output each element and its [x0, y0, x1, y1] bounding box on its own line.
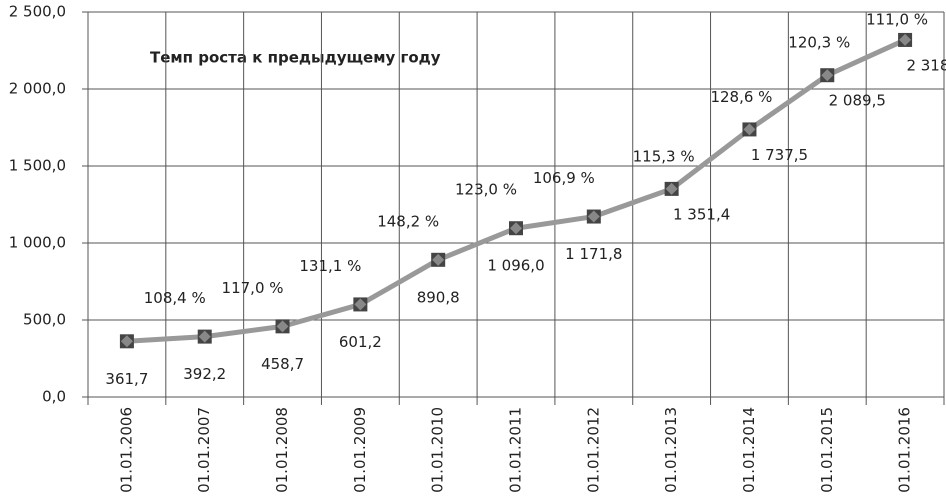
- value-label: 1 351,4: [673, 205, 730, 223]
- growth-label: 115,3 %: [633, 147, 695, 165]
- x-tick-label: 01.01.2007: [195, 407, 213, 493]
- x-tick-label: 01.01.2014: [740, 407, 758, 493]
- marker-diamond: [899, 33, 912, 46]
- marker-diamond: [743, 123, 756, 136]
- marker-diamond: [665, 182, 678, 195]
- marker-diamond: [587, 210, 600, 223]
- marker: [664, 181, 679, 196]
- growth-label: 128,6 %: [710, 88, 772, 106]
- value-label: 1 737,5: [751, 146, 808, 164]
- growth-label: 117,0 %: [222, 279, 284, 297]
- marker: [119, 334, 134, 349]
- growth-label: 123,0 %: [455, 181, 517, 199]
- marker: [509, 221, 523, 236]
- marker: [742, 122, 757, 137]
- value-label: 2 089,5: [829, 92, 886, 110]
- value-label: 1 096,0: [487, 257, 544, 275]
- growth-label: 111,0 %: [866, 11, 928, 29]
- growth-label: 131,1 %: [299, 257, 361, 275]
- x-tick-label: 01.01.2008: [273, 407, 291, 493]
- marker-diamond: [354, 298, 367, 311]
- marker: [275, 319, 290, 334]
- value-label: 2 318,6: [906, 56, 946, 74]
- y-tick-label: 2 500,0: [9, 3, 66, 21]
- value-label: 1 171,8: [565, 245, 622, 263]
- marker: [586, 209, 601, 224]
- value-label: 458,7: [261, 355, 304, 373]
- x-tick-label: 01.01.2009: [351, 407, 369, 493]
- marker: [197, 329, 212, 344]
- marker: [898, 32, 913, 47]
- y-tick-label: 2 000,0: [9, 80, 66, 98]
- value-label: 890,8: [417, 288, 460, 306]
- x-tick-label: 01.01.2010: [429, 407, 447, 493]
- x-tick-label: 01.01.2006: [117, 407, 135, 493]
- value-label: 601,2: [339, 333, 382, 351]
- growth-label: 120,3 %: [788, 34, 850, 52]
- x-tick-label: 01.01.2012: [584, 407, 602, 493]
- marker-diamond: [432, 253, 445, 266]
- growth-label: 106,9 %: [533, 169, 595, 187]
- x-tick-label: 01.01.2011: [507, 407, 525, 493]
- growth-label: 108,4 %: [144, 289, 206, 307]
- marker: [820, 68, 835, 83]
- marker: [431, 252, 446, 267]
- marker: [353, 297, 368, 312]
- x-tick-label: 01.01.2016: [896, 407, 914, 493]
- value-label: 361,7: [105, 370, 148, 388]
- marker-diamond: [821, 69, 834, 82]
- y-tick-label: 500,0: [23, 311, 66, 329]
- marker-diamond: [120, 335, 133, 348]
- growth-label: 148,2 %: [377, 212, 439, 230]
- x-tick-label: 01.01.2015: [818, 407, 836, 493]
- marker-diamond: [198, 330, 211, 343]
- value-label: 392,2: [183, 365, 226, 383]
- y-tick-label: 0,0: [42, 388, 66, 406]
- x-tick-label: 01.01.2013: [662, 407, 680, 493]
- y-tick-label: 1 500,0: [9, 157, 66, 175]
- y-tick-label: 1 000,0: [9, 234, 66, 252]
- marker-diamond: [510, 222, 522, 235]
- annotation-title: Темп роста к предыдущему году: [150, 49, 441, 67]
- marker-diamond: [276, 320, 289, 333]
